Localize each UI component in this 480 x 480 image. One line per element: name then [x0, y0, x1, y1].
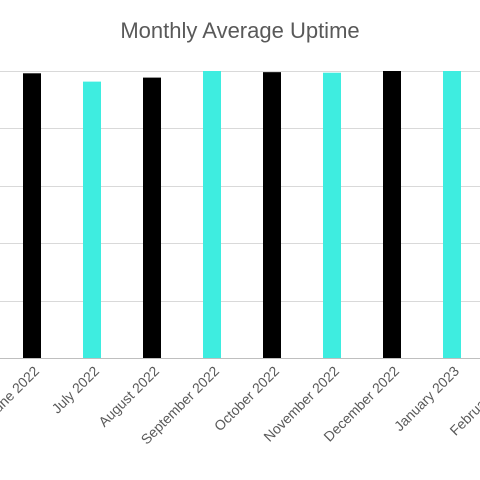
x-tick-label: August 2022	[95, 363, 162, 430]
bar-3	[143, 77, 161, 358]
bar-8	[443, 71, 461, 358]
bar-1	[23, 73, 41, 359]
bar-2	[83, 81, 101, 358]
x-tick-label: June 2022	[0, 363, 42, 421]
chart-title: Monthly Average Uptime	[120, 18, 360, 43]
bar-7	[383, 71, 401, 358]
x-tick-label: July 2022	[48, 363, 102, 417]
bar-5	[263, 72, 281, 358]
bar-6	[323, 72, 341, 359]
bar-4	[203, 71, 221, 358]
